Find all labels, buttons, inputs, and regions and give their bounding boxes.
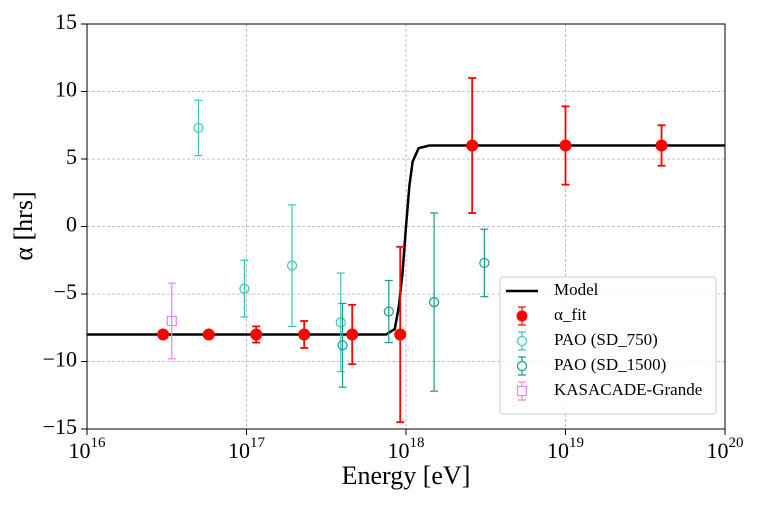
data-point bbox=[655, 139, 668, 152]
y-tick-label: 10 bbox=[55, 77, 77, 102]
data-point bbox=[346, 328, 359, 341]
x-tick-label: 1018 bbox=[388, 435, 425, 463]
error-bar bbox=[167, 282, 176, 360]
data-point bbox=[337, 340, 348, 351]
model-line bbox=[87, 144, 725, 336]
error-bar bbox=[384, 279, 393, 344]
error-bar bbox=[194, 99, 203, 157]
legend-box bbox=[499, 276, 717, 415]
legend-marker bbox=[516, 385, 528, 397]
data-point bbox=[428, 297, 440, 308]
x-tick-label: 1016 bbox=[69, 435, 107, 463]
data-point bbox=[559, 139, 572, 152]
error-bar bbox=[338, 302, 347, 388]
y-tick-label: 0 bbox=[66, 212, 77, 237]
data-point bbox=[479, 257, 490, 269]
y-tick-label: −5 bbox=[54, 279, 77, 304]
error-bar bbox=[480, 228, 489, 298]
y-axis-label: α [hrs] bbox=[9, 191, 38, 260]
data-point bbox=[250, 328, 263, 341]
data-point bbox=[466, 139, 479, 152]
y-tick-label: 5 bbox=[66, 144, 77, 169]
plot-frame bbox=[86, 23, 726, 430]
error-bar bbox=[240, 259, 249, 318]
legend-marker bbox=[516, 360, 528, 372]
data-point bbox=[298, 328, 311, 341]
legend-label: PAO (SD_750) bbox=[554, 330, 658, 349]
x-tick-label: 1020 bbox=[707, 435, 744, 463]
x-tick-label: 1017 bbox=[228, 435, 266, 463]
data-point bbox=[335, 317, 346, 328]
legend-label: KASACADE-Grande bbox=[554, 380, 702, 399]
error-bar bbox=[288, 204, 297, 327]
y-tick-label: −10 bbox=[43, 347, 77, 372]
x-tick-label: 1019 bbox=[547, 435, 584, 463]
data-point bbox=[286, 260, 298, 271]
legend-marker bbox=[516, 335, 528, 347]
data-point bbox=[202, 328, 215, 341]
legend-label: α_fit bbox=[554, 305, 587, 324]
error-bar bbox=[430, 212, 439, 392]
data-point bbox=[193, 122, 204, 134]
x-axis-label: Energy [eV] bbox=[342, 461, 471, 490]
legend-marker bbox=[516, 310, 528, 322]
legend-label: PAO (SD_1500) bbox=[554, 355, 666, 374]
error-bar bbox=[336, 272, 345, 373]
y-tick-label: −15 bbox=[43, 414, 77, 439]
data-point bbox=[383, 306, 394, 317]
data-point bbox=[394, 328, 407, 341]
legend-label: Model bbox=[554, 280, 599, 299]
data-point bbox=[166, 315, 177, 327]
data-point bbox=[239, 283, 250, 294]
y-tick-label: 15 bbox=[55, 9, 77, 34]
data-point bbox=[157, 328, 170, 341]
